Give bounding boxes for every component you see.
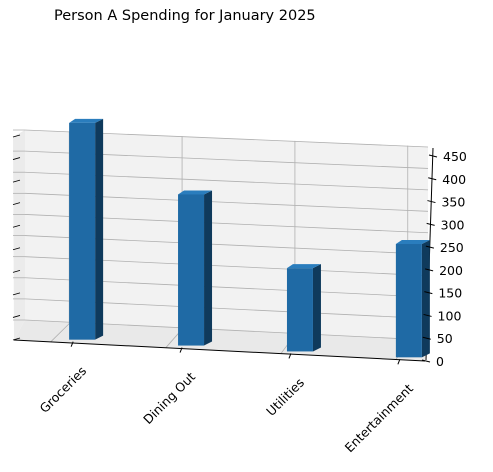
z-tick-label: 100 bbox=[438, 308, 462, 323]
side-pane bbox=[13, 130, 25, 340]
x-tick-label: Groceries bbox=[37, 363, 90, 416]
side-tick-mark bbox=[12, 224, 21, 228]
x-tick-mark bbox=[70, 341, 74, 347]
bar-side bbox=[312, 264, 321, 352]
side-tick-mark bbox=[12, 179, 21, 183]
bar-top bbox=[69, 118, 104, 123]
side-tick-mark bbox=[12, 134, 21, 138]
x-tick-mark bbox=[397, 359, 401, 365]
grid-line-floor bbox=[50, 323, 70, 342]
z-tick-label: 350 bbox=[441, 195, 465, 210]
z-tick-label: 300 bbox=[441, 217, 465, 232]
bar bbox=[286, 268, 313, 352]
bar-top bbox=[395, 240, 430, 245]
z-tick-label: 250 bbox=[440, 240, 464, 255]
side-tick-mark bbox=[12, 292, 21, 296]
z-tick-mark bbox=[423, 313, 432, 317]
side-tick-mark bbox=[12, 269, 21, 273]
z-tick-label: 400 bbox=[442, 172, 466, 187]
bar bbox=[178, 194, 205, 346]
bar bbox=[395, 244, 422, 358]
z-tick-label: 450 bbox=[443, 149, 467, 164]
z-tick-mark bbox=[428, 177, 437, 181]
x-tick-label: Utilities bbox=[263, 375, 307, 419]
side-tick-mark bbox=[12, 202, 21, 206]
side-tick-mark bbox=[12, 247, 21, 251]
bar-top bbox=[286, 264, 321, 269]
side-tick-mark bbox=[12, 157, 21, 160]
z-tick-mark bbox=[425, 245, 435, 249]
z-tick-mark bbox=[426, 222, 435, 226]
z-tick-mark bbox=[424, 268, 434, 272]
z-tick-label: 50 bbox=[437, 331, 453, 346]
x-tick-label: Dining Out bbox=[140, 369, 198, 427]
x-tick-label: Entertainment bbox=[342, 381, 416, 455]
side-tick-mark bbox=[12, 337, 21, 341]
z-tick-mark bbox=[421, 359, 431, 363]
bar-side bbox=[95, 118, 104, 340]
floor-pane bbox=[14, 320, 428, 361]
z-tick-mark bbox=[422, 336, 431, 340]
side-tick-mark bbox=[12, 315, 21, 318]
z-tick-label: 200 bbox=[439, 263, 463, 278]
back-pane bbox=[25, 130, 428, 340]
x-tick-mark bbox=[179, 347, 183, 353]
z-tick-label: 0 bbox=[436, 354, 444, 369]
x-tick-mark bbox=[288, 353, 292, 359]
bar bbox=[69, 122, 96, 340]
z-tick-mark bbox=[424, 291, 433, 295]
bar-top bbox=[178, 190, 213, 195]
z-tick-mark bbox=[428, 154, 438, 158]
z-tick-label: 150 bbox=[438, 286, 462, 301]
x-axis-line bbox=[13, 339, 426, 362]
bar-side bbox=[421, 240, 430, 358]
z-tick-mark bbox=[427, 200, 436, 204]
chart-title: Person A Spending for January 2025 bbox=[54, 8, 316, 24]
bar-side bbox=[204, 190, 213, 346]
